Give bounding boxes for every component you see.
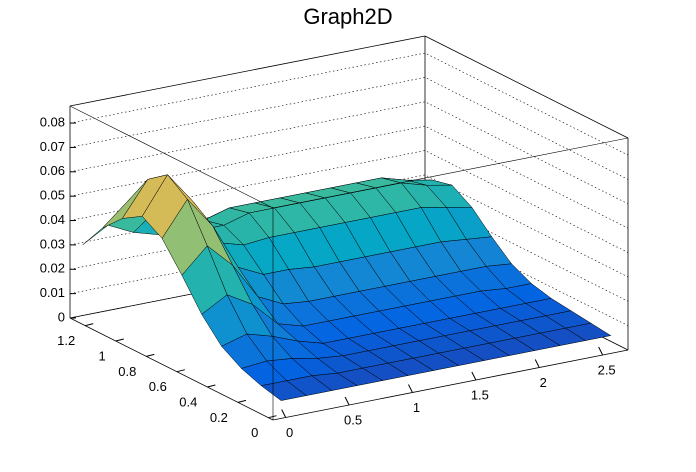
y-tick	[146, 353, 155, 357]
x-tick-label: 2	[540, 375, 547, 390]
grid-line	[69, 101, 629, 205]
y-tick	[115, 338, 124, 342]
x-tick	[344, 396, 350, 406]
x-tick	[471, 371, 477, 381]
y-tick	[85, 323, 94, 327]
x-tick-label: 1	[413, 400, 420, 415]
y-tick-label: 0.6	[149, 379, 167, 394]
x-tick	[281, 409, 287, 418]
y-tick	[268, 415, 277, 419]
z-tick-label: 0.05	[40, 188, 65, 203]
box-edge	[69, 105, 274, 209]
x-tick-label: 1.5	[471, 387, 489, 402]
x-tick	[598, 346, 604, 356]
grid-line	[69, 77, 629, 180]
box-edge	[424, 35, 629, 139]
y-tick-label: 1.2	[57, 333, 75, 348]
chart-title: Graph2D	[303, 4, 392, 29]
x-tick-label: 0	[286, 425, 293, 440]
x-tick	[408, 384, 413, 393]
grid-line	[69, 52, 629, 156]
box-edge	[69, 35, 426, 107]
y-tick	[207, 384, 216, 388]
x-tick	[534, 359, 540, 368]
z-tick-label: 0.07	[40, 139, 65, 154]
box-edge	[272, 137, 629, 209]
y-tick	[176, 369, 185, 373]
x-tick-label: 0.5	[344, 412, 362, 427]
z-tick-label: 0	[58, 309, 65, 324]
y-tick-label: 0.2	[210, 410, 228, 425]
grid-line	[69, 125, 629, 229]
y-tick	[237, 399, 247, 403]
x-axis	[272, 349, 629, 421]
y-tick-label: 0	[251, 425, 258, 440]
z-tick-label: 0.04	[40, 212, 65, 227]
y-axis	[69, 317, 274, 421]
x-tick-label: 2.5	[598, 362, 616, 377]
y-tick-label: 0.4	[179, 394, 197, 409]
z-tick-label: 0.03	[40, 236, 65, 251]
z-tick-label: 0.01	[40, 285, 65, 300]
surface-cell	[260, 380, 308, 401]
z-tick-label: 0.02	[40, 261, 65, 276]
z-tick-label: 0.08	[40, 114, 65, 129]
y-tick-label: 1	[99, 348, 106, 363]
z-tick-label: 0.06	[40, 163, 65, 178]
y-tick-label: 0.8	[118, 364, 136, 379]
